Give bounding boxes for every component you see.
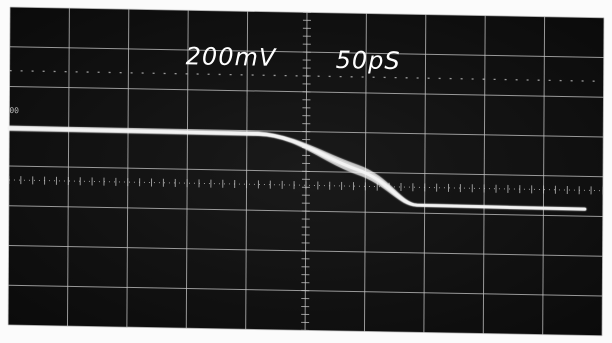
graticule-grid [7, 6, 605, 337]
trace-noise-band [8, 128, 586, 211]
timebase-label: 50pS [336, 46, 401, 75]
crt-display: 200mV 50pS 00 [7, 6, 605, 337]
signal-trace [7, 125, 587, 211]
left-edge-marker: 00 [9, 106, 19, 115]
horizontal-center-axis [8, 179, 603, 192]
vertical-scale-label: 200mV [186, 42, 277, 72]
